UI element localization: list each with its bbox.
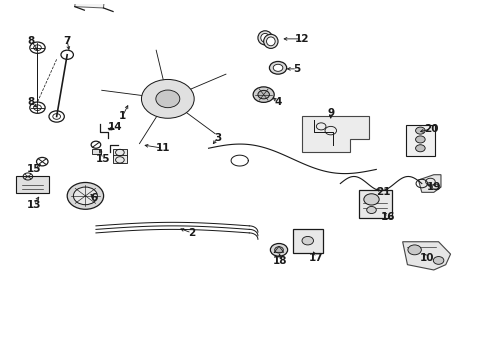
Text: 7: 7 (63, 36, 71, 46)
Ellipse shape (260, 33, 269, 42)
Circle shape (253, 87, 274, 102)
Text: 8: 8 (27, 98, 35, 107)
Ellipse shape (263, 34, 278, 48)
Ellipse shape (257, 31, 272, 45)
Circle shape (415, 145, 424, 152)
Polygon shape (302, 117, 368, 152)
Circle shape (156, 90, 180, 108)
Ellipse shape (266, 37, 275, 46)
Text: 21: 21 (375, 187, 390, 197)
FancyBboxPatch shape (16, 176, 49, 193)
Circle shape (257, 90, 269, 99)
FancyBboxPatch shape (358, 190, 391, 218)
Text: 15: 15 (26, 165, 41, 174)
Text: 14: 14 (107, 122, 122, 132)
Text: 4: 4 (274, 98, 281, 107)
Circle shape (432, 257, 443, 264)
Text: 16: 16 (380, 212, 395, 222)
Text: 10: 10 (419, 253, 433, 262)
Text: 9: 9 (326, 108, 334, 118)
Circle shape (141, 80, 194, 118)
Text: 13: 13 (26, 200, 41, 210)
FancyBboxPatch shape (112, 149, 127, 157)
Text: 8: 8 (27, 36, 35, 46)
Circle shape (302, 237, 313, 245)
FancyBboxPatch shape (406, 125, 434, 156)
Circle shape (366, 207, 376, 213)
FancyBboxPatch shape (292, 229, 322, 253)
Circle shape (407, 245, 421, 255)
Circle shape (269, 62, 286, 74)
Circle shape (73, 187, 97, 205)
Text: 11: 11 (156, 143, 170, 153)
Text: 19: 19 (426, 182, 440, 192)
Circle shape (270, 243, 287, 256)
Text: 6: 6 (90, 193, 97, 203)
Circle shape (415, 127, 424, 134)
Text: 5: 5 (293, 64, 300, 74)
Circle shape (415, 136, 424, 143)
Text: 3: 3 (214, 133, 222, 143)
Text: 17: 17 (308, 253, 323, 262)
Circle shape (363, 194, 378, 205)
Polygon shape (402, 242, 449, 270)
Text: 15: 15 (96, 154, 110, 164)
Text: 18: 18 (273, 256, 287, 266)
Circle shape (274, 247, 283, 253)
Polygon shape (418, 175, 440, 192)
Text: 1: 1 (119, 112, 126, 121)
Circle shape (67, 183, 103, 209)
Text: 12: 12 (294, 34, 308, 44)
FancyBboxPatch shape (112, 155, 127, 163)
Polygon shape (75, 0, 264, 8)
Bar (92, 149, 101, 154)
Text: 2: 2 (188, 228, 195, 238)
Text: 20: 20 (423, 124, 438, 134)
Circle shape (273, 64, 282, 71)
